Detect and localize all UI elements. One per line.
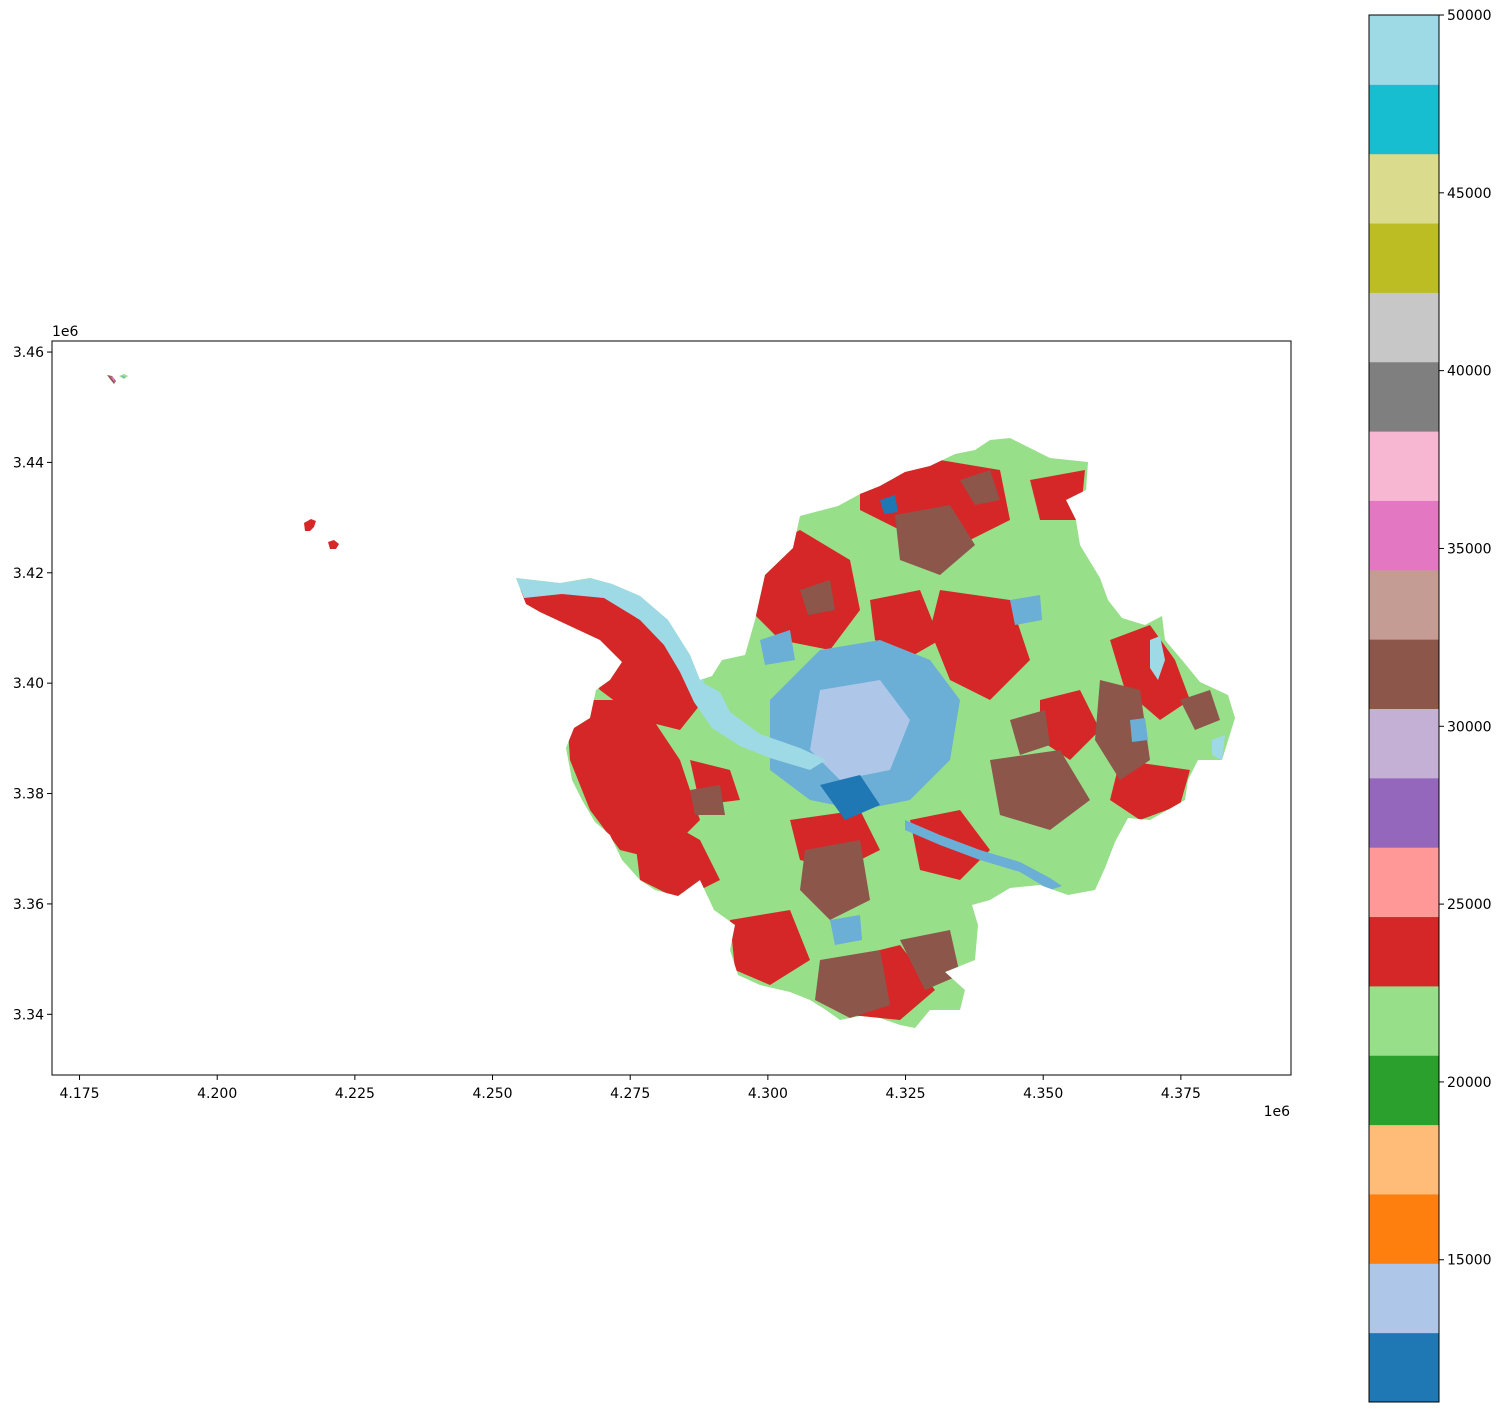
- y-tick-label: 3.38: [13, 787, 44, 803]
- colorbar-band: [1369, 777, 1439, 848]
- axes-frame: [51, 340, 1292, 1076]
- colorbar-frame: [1368, 14, 1440, 1403]
- small-island-red-1: [304, 519, 316, 531]
- colorbar-bands: [1369, 15, 1439, 1403]
- x-axis: 4.175 4.200 4.225 4.250 4.275 4.300 4.325 4.350…: [59, 1075, 1201, 1102]
- colorbar-band: [1369, 1055, 1439, 1126]
- y-tick-label: 3.36: [13, 897, 44, 913]
- colorbar-band: [1369, 708, 1439, 779]
- small-island-northwest: [107, 374, 128, 384]
- y-tick-label: 3.42: [13, 566, 44, 582]
- colorbar-band: [1369, 84, 1439, 155]
- colorbar-band: [1369, 1124, 1439, 1195]
- y-axis: 3.34 3.36 3.38 3.40 3.42 3.44 3.46: [13, 345, 52, 1023]
- colorbar-band: [1369, 847, 1439, 918]
- colorbar-tick-label: 20000: [1447, 1075, 1492, 1091]
- colorbar-tick-label: 45000: [1447, 186, 1492, 202]
- colorbar-band: [1369, 916, 1439, 987]
- colorbar-tick-label: 40000: [1447, 364, 1492, 380]
- colorbar-tick-label: 25000: [1447, 897, 1492, 913]
- x-tick-label: 4.300: [748, 1086, 788, 1102]
- colorbar-band: [1369, 569, 1439, 640]
- colorbar-tick-label: 30000: [1447, 719, 1492, 735]
- colorbar-band: [1369, 1263, 1439, 1334]
- colorbar-band: [1369, 223, 1439, 293]
- colorbar-band: [1369, 153, 1439, 224]
- x-axis-offset-text: 1e6: [1264, 1104, 1291, 1120]
- colorbar-axis: 15000 20000 25000 30000 35000 40000 45000 50000: [1439, 8, 1492, 1269]
- colorbar-band: [1369, 361, 1439, 432]
- x-tick-label: 4.175: [59, 1086, 99, 1102]
- colorbar-band: [1369, 292, 1439, 363]
- colorbar-tick-label: 15000: [1447, 1253, 1492, 1269]
- y-tick-label: 3.40: [13, 676, 44, 692]
- colorbar-band: [1369, 500, 1439, 571]
- colorbar-tick-label: 50000: [1447, 8, 1492, 24]
- colorbar-band: [1369, 1332, 1439, 1403]
- y-tick-label: 3.44: [13, 455, 44, 471]
- colorbar: 15000 20000 25000 30000 35000 40000 45000 50000: [1368, 8, 1492, 1403]
- colorbar-band: [1369, 15, 1439, 85]
- x-tick-label: 4.375: [1161, 1086, 1201, 1102]
- colorbar-band: [1369, 639, 1439, 709]
- y-axis-offset-text: 1e6: [52, 324, 79, 340]
- colorbar-band: [1369, 1193, 1439, 1264]
- y-tick-label: 3.46: [13, 345, 44, 361]
- small-island-red-2: [328, 540, 339, 549]
- x-tick-label: 4.200: [197, 1086, 237, 1102]
- x-tick-label: 4.275: [610, 1086, 650, 1102]
- colorbar-tick-label: 35000: [1447, 541, 1492, 557]
- x-tick-label: 4.225: [335, 1086, 375, 1102]
- x-tick-label: 4.325: [885, 1086, 925, 1102]
- y-tick-label: 3.34: [13, 1007, 44, 1023]
- x-tick-label: 4.350: [1023, 1086, 1063, 1102]
- colorbar-band: [1369, 431, 1439, 501]
- colorbar-band: [1369, 985, 1439, 1056]
- x-tick-label: 4.250: [472, 1086, 512, 1102]
